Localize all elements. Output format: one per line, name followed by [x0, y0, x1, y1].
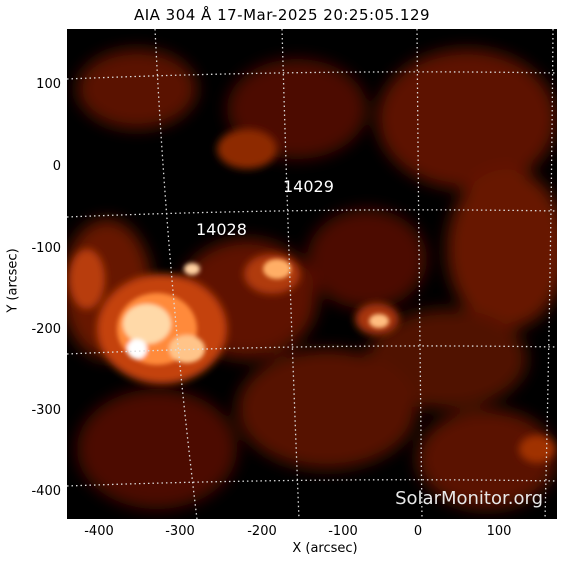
x-tick-label: -300 — [165, 524, 195, 539]
region-label: 14028 — [196, 220, 247, 239]
x-tick-label: 100 — [486, 524, 512, 539]
y-tick-label: -100 — [31, 241, 61, 256]
region-label: 14029 — [283, 177, 334, 196]
network-emission — [67, 49, 557, 509]
y-tick-label: 0 — [52, 159, 61, 174]
y-tick-label: -300 — [31, 403, 61, 418]
credit-watermark: SolarMonitor.org — [395, 488, 543, 509]
x-tick-label: -200 — [247, 524, 277, 539]
image-title: AIA 304 Å 17-Mar-2025 20:25:05.129 — [133, 6, 431, 24]
x-axis-title: X (arcsec) — [292, 541, 358, 556]
solar-image-svg — [67, 29, 557, 519]
x-tick-label: -100 — [328, 524, 358, 539]
y-tick-label: -400 — [31, 484, 61, 499]
y-tick-label: 100 — [36, 77, 61, 92]
y-axis-title: Y (arcsec) — [5, 248, 21, 313]
y-tick-label: -200 — [31, 322, 61, 337]
solar-image: 14029 14028 SolarMonitor.org — [67, 29, 557, 519]
x-tick-label: -400 — [84, 524, 114, 539]
heliographic-grid — [67, 29, 557, 519]
active-region-cores — [117, 259, 389, 365]
x-tick-label: 0 — [413, 524, 423, 539]
